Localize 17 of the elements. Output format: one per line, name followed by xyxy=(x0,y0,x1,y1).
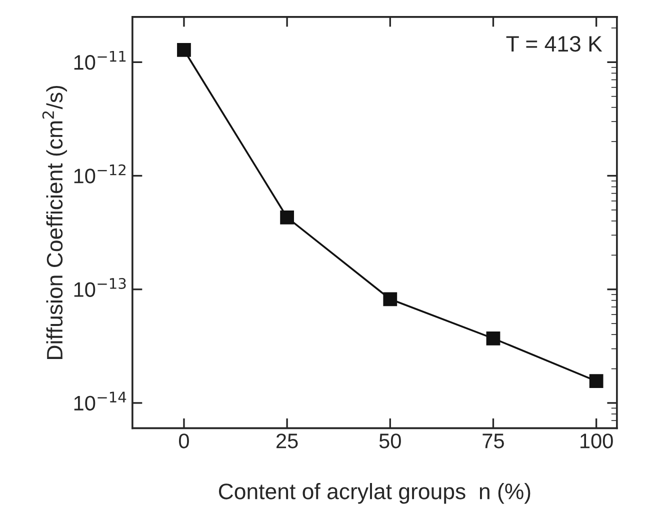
y-tick-label: 10$^{−11}$ xyxy=(74,50,126,70)
x-tick-label: 75 xyxy=(482,434,504,448)
point xyxy=(589,374,604,388)
y-tick-label: 10$^{−14}$ xyxy=(74,392,126,411)
y-tick-label: 10$^{−13}$ xyxy=(74,278,126,297)
x-tick-label: 0 xyxy=(178,434,189,448)
x-axis-title: Content of acrylat groups n (%) xyxy=(218,483,530,504)
point xyxy=(177,43,191,57)
point xyxy=(280,210,294,224)
annotation: T = 413 K xyxy=(506,36,602,52)
y-axis-title: Diffusion Coefficient (cm$^{2}$/s) xyxy=(42,86,67,359)
y-tick-label: 10$^{−12}$ xyxy=(74,164,126,184)
x-tick-label: 50 xyxy=(379,434,401,448)
x-tick-label: 100 xyxy=(580,434,613,448)
point xyxy=(383,292,398,306)
x-tick-label: 25 xyxy=(276,434,298,448)
point xyxy=(486,331,500,346)
